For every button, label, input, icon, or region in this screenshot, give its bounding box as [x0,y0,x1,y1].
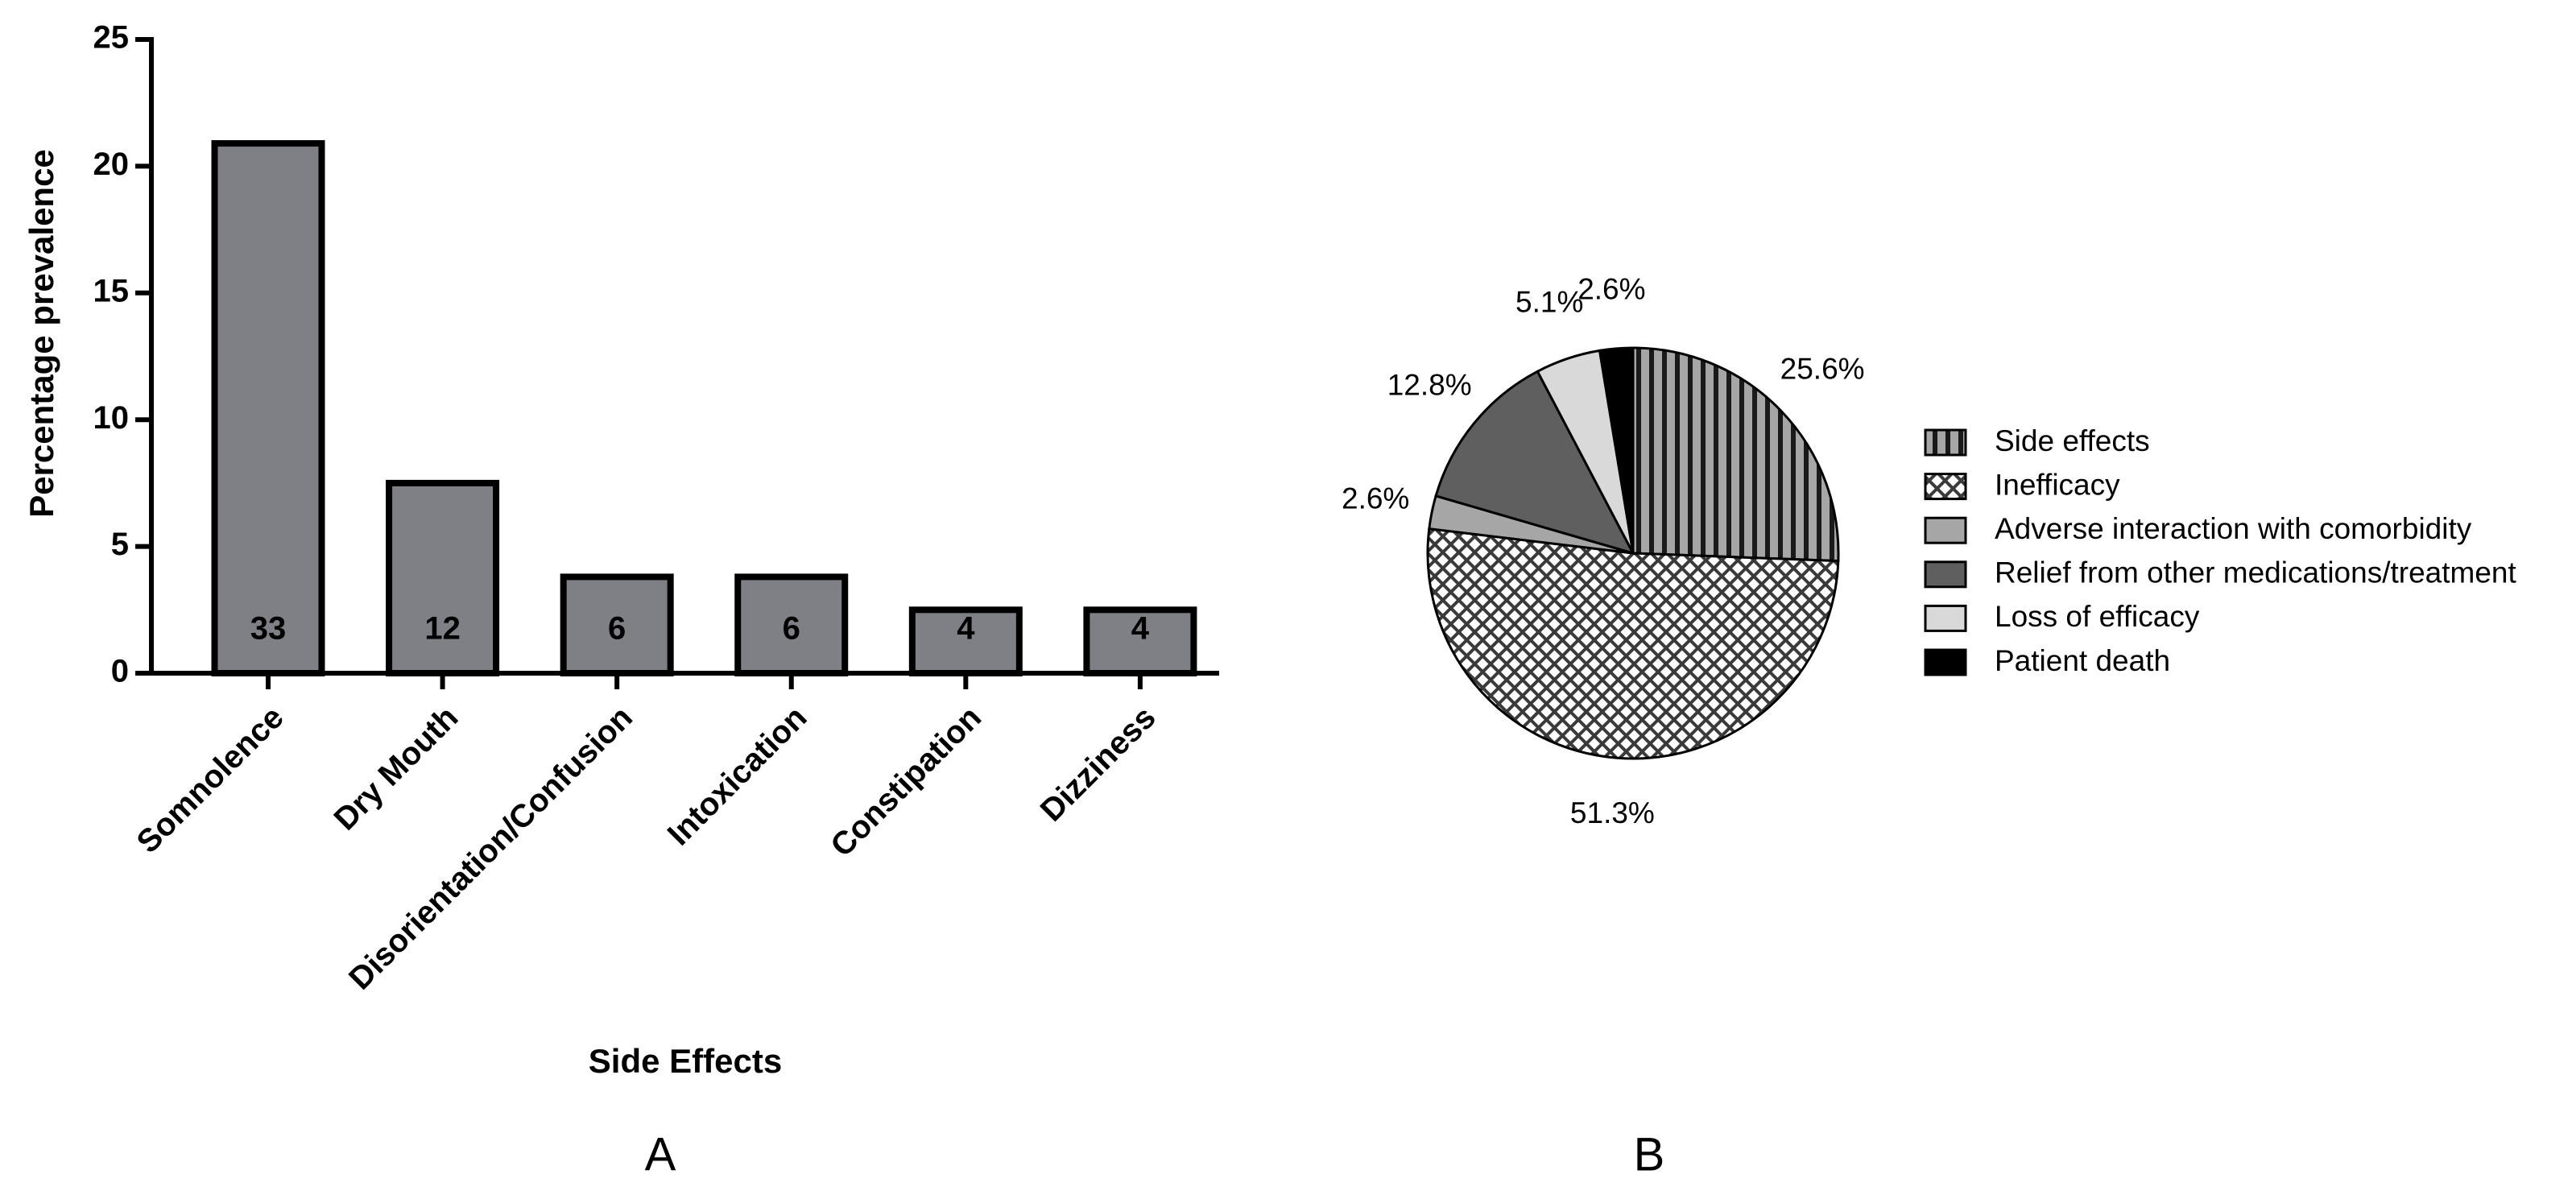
y-tick-label: 20 [93,147,130,182]
y-tick-label: 5 [111,527,129,562]
bar [211,140,325,676]
pie-slice [1631,346,1840,563]
legend-label: Loss of efficacy [1995,600,2200,633]
y-tick-label: 15 [93,273,130,308]
legend-swatch [1924,428,1967,457]
pie-slice [1598,346,1635,554]
bar [908,606,1023,676]
pie-slice [1426,527,1840,760]
slice-label: 51.3% [1570,796,1655,829]
panel-label: A [645,1128,676,1181]
slice-label: 25.6% [1780,352,1865,385]
count-label: 33 [250,611,287,647]
legend-swatch [1924,604,1967,632]
y-tick-label: 10 [93,400,130,436]
x-tick-label: Disorientation/Confusion [342,700,639,997]
count-label: 12 [424,611,461,647]
legend-swatch [1924,473,1967,501]
count-label: 6 [783,611,800,647]
legend-label: Side effects [1995,424,2150,457]
x-tick-label: Constipation [824,700,988,864]
count-label: 4 [1131,611,1150,647]
legend-label: Relief from other medications/treatment [1995,556,2516,589]
y-tick-label: 0 [111,654,129,689]
legend-swatch [1924,516,1967,544]
slice-label: 2.6% [1577,272,1645,305]
legend-swatch [1924,560,1967,589]
legend-label: Adverse interaction with comorbidity [1995,512,2472,545]
x-axis-label: Side Effects [589,1042,782,1080]
legend-label: Patient death [1995,644,2170,677]
count-label: 4 [957,611,975,647]
slice-label: 2.6% [1342,482,1409,515]
pie-slice [1434,370,1635,556]
count-label: 6 [608,611,626,647]
x-tick-label: Somnolence [130,700,291,860]
x-tick-label: Intoxication [661,700,814,853]
legend-swatch [1924,648,1967,676]
x-tick-label: Dry Mouth [327,700,465,837]
slice-label: 12.8% [1387,368,1472,401]
slice-label: 5.1% [1515,285,1583,318]
panel-label: B [1634,1128,1665,1181]
y-axis-label: Percentage prevalence [23,149,60,518]
y-tick-label: 25 [93,20,130,56]
legend-label: Inefficacy [1995,468,2120,501]
x-tick-label: Dizziness [1034,700,1163,829]
